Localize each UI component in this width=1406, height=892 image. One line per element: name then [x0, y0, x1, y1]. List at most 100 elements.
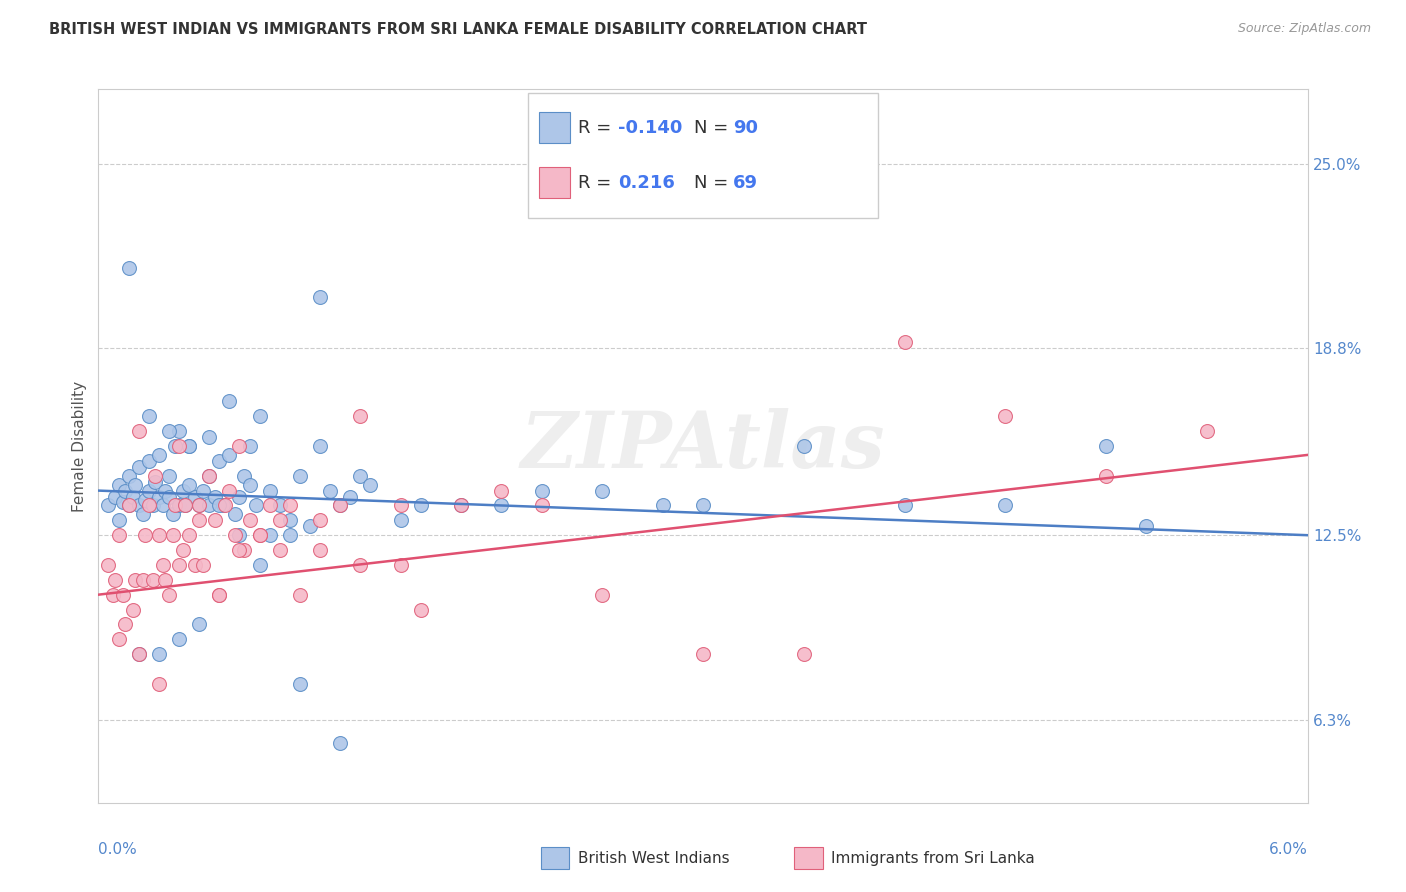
Point: [1135, 519, 1157, 533]
Point: [118, 499, 141, 513]
Point: [249, 409, 271, 424]
Point: [142, 499, 165, 513]
Point: [167, 424, 190, 438]
Point: [128, 459, 150, 474]
Point: [138, 499, 160, 513]
Point: [107, 632, 129, 647]
Point: [530, 499, 553, 513]
Point: [134, 528, 156, 542]
Point: [157, 468, 180, 483]
Point: [994, 409, 1017, 424]
Point: [167, 439, 190, 453]
Point: [389, 513, 412, 527]
Point: [157, 588, 180, 602]
Y-axis label: Female Disability: Female Disability: [72, 380, 87, 512]
Point: [188, 499, 211, 513]
Point: [793, 439, 815, 453]
Point: [167, 558, 190, 572]
Point: [162, 508, 184, 522]
Point: [491, 499, 513, 513]
Point: [239, 513, 262, 527]
Point: [153, 573, 176, 587]
Point: [208, 499, 231, 513]
Point: [329, 499, 352, 513]
Point: [208, 588, 231, 602]
Point: [491, 483, 513, 498]
Point: [651, 499, 673, 513]
Point: [111, 588, 134, 602]
Point: [893, 499, 915, 513]
Point: [224, 508, 246, 522]
Point: [309, 439, 332, 453]
Point: [288, 677, 311, 691]
Point: [198, 430, 221, 444]
Point: [148, 528, 170, 542]
Point: [309, 513, 332, 527]
Point: [269, 513, 291, 527]
Point: [249, 528, 271, 542]
Point: [162, 528, 184, 542]
Point: [409, 499, 432, 513]
Point: [349, 468, 371, 483]
Point: [128, 647, 150, 661]
Point: [142, 573, 165, 587]
Point: [339, 490, 361, 504]
Point: [107, 477, 129, 491]
Point: [793, 647, 815, 661]
Point: [218, 483, 240, 498]
Point: [309, 290, 332, 304]
Point: [218, 394, 240, 409]
Point: [118, 468, 141, 483]
Text: ZIPAtlas: ZIPAtlas: [520, 408, 886, 484]
Point: [349, 409, 371, 424]
Point: [198, 468, 221, 483]
Point: [103, 573, 125, 587]
Point: [152, 558, 174, 572]
Point: [208, 588, 231, 602]
Text: 69: 69: [733, 174, 758, 192]
Point: [179, 477, 201, 491]
Text: R =: R =: [578, 119, 617, 136]
Point: [153, 483, 176, 498]
Point: [174, 499, 197, 513]
Point: [128, 647, 150, 661]
Point: [172, 543, 194, 558]
Point: [111, 495, 134, 509]
Point: [128, 499, 150, 513]
Point: [118, 260, 141, 275]
Point: [138, 483, 160, 498]
Point: [893, 334, 915, 349]
Point: [198, 499, 221, 513]
Point: [329, 736, 352, 750]
Point: [152, 499, 174, 513]
Point: [212, 499, 235, 513]
Point: [179, 439, 201, 453]
Point: [299, 519, 322, 533]
Point: [249, 558, 271, 572]
Point: [269, 543, 291, 558]
Point: [157, 424, 180, 438]
Point: [124, 573, 146, 587]
Point: [228, 490, 250, 504]
Point: [97, 558, 120, 572]
Point: [450, 499, 472, 513]
Point: [204, 513, 226, 527]
Point: [259, 499, 281, 513]
Text: N =: N =: [693, 174, 734, 192]
Point: [121, 602, 143, 616]
Point: [179, 528, 201, 542]
Point: [193, 558, 215, 572]
Point: [163, 499, 186, 513]
Text: 6.0%: 6.0%: [1268, 842, 1308, 857]
Point: [179, 439, 201, 453]
Point: [1095, 439, 1118, 453]
Point: [204, 490, 226, 504]
Text: 0.0%: 0.0%: [98, 842, 138, 857]
Point: [101, 588, 124, 602]
Point: [184, 490, 207, 504]
Point: [239, 439, 262, 453]
Point: [157, 490, 180, 504]
Point: [184, 558, 207, 572]
Point: [228, 543, 250, 558]
Point: [224, 528, 246, 542]
